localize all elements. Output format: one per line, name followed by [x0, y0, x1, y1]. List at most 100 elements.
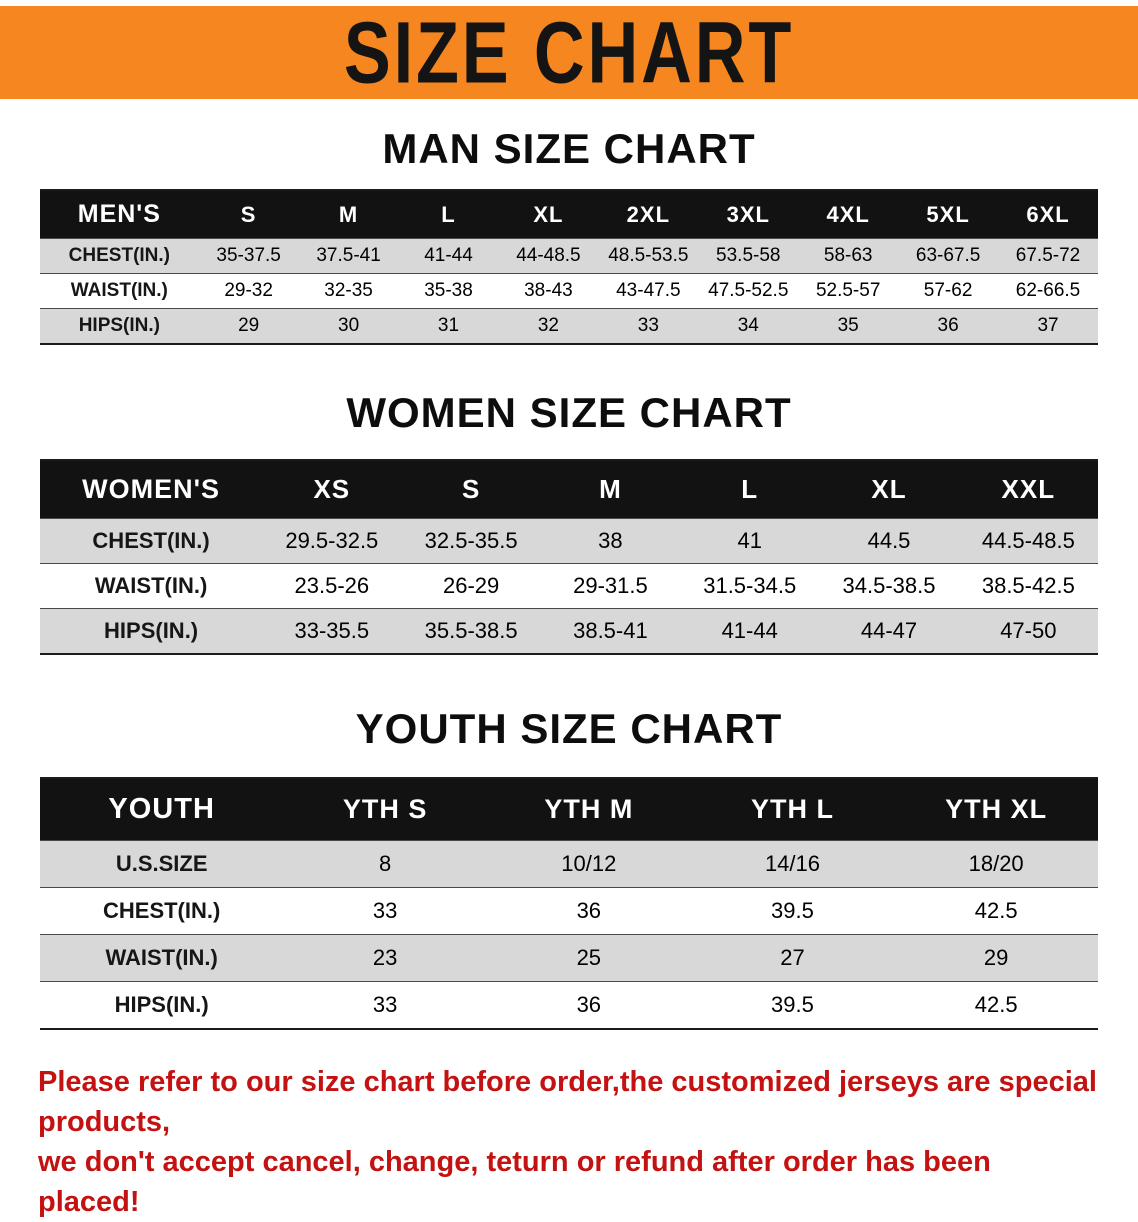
- value-cell: 38.5-41: [573, 618, 648, 643]
- table-title-cell: MEN'S: [40, 190, 199, 239]
- size-header-cell: S: [401, 460, 541, 519]
- value-cell: 42.5: [974, 992, 1018, 1017]
- value-cell: 10/12: [561, 851, 617, 876]
- value-cell: 67.5-72: [1015, 245, 1081, 266]
- row-label-cell: WAIST(IN.): [70, 280, 168, 301]
- value-cell: 33-35.5: [294, 618, 370, 643]
- table-row: HIPS(IN.) 29 30 31 32 33 34 35 36 37: [40, 308, 1098, 344]
- row-label-cell: HIPS(IN.): [114, 992, 209, 1017]
- size-header-cell: L: [680, 460, 820, 519]
- value-cell: 52.5-57: [815, 280, 881, 301]
- value-cell: 33: [372, 992, 398, 1017]
- value-cell: 47.5-52.5: [708, 280, 789, 301]
- size-header-cell: YTH M: [486, 778, 691, 841]
- table-header-row: YOUTH YTH S YTH M YTH L YTH XL: [40, 778, 1098, 841]
- value-cell: 58-63: [823, 245, 873, 266]
- row-label-cell: HIPS(IN.): [104, 618, 199, 643]
- value-cell: 26-29: [442, 573, 500, 598]
- size-header-cell: 6XL: [998, 190, 1098, 239]
- value-cell: 31: [437, 315, 460, 336]
- disclaimer-line-1: Please refer to our size chart before or…: [38, 1066, 1097, 1139]
- value-cell: 37: [1037, 315, 1059, 336]
- size-header-cell: XS: [262, 460, 402, 519]
- value-cell: 33: [372, 898, 398, 923]
- size-header-cell: YTH XL: [894, 778, 1098, 841]
- value-cell: 27: [780, 945, 805, 970]
- value-cell: 35-38: [424, 280, 473, 301]
- value-cell: 62-66.5: [1015, 280, 1081, 301]
- disclaimer-line-2: we don't accept cancel, change, teturn o…: [38, 1146, 991, 1219]
- value-cell: 33: [637, 315, 659, 336]
- row-label-cell: CHEST(IN.): [92, 528, 210, 553]
- table-row: WAIST(IN.) 23 25 27 29: [40, 934, 1098, 982]
- value-cell: 44-47: [860, 618, 918, 643]
- table-header-row: MEN'S S M L XL 2XL 3XL 4XL 5XL 6XL: [40, 190, 1098, 239]
- row-label-cell: CHEST(IN.): [103, 898, 221, 923]
- value-cell: 53.5-58: [716, 245, 781, 266]
- value-cell: 29.5-32.5: [285, 528, 379, 553]
- value-cell: 43-47.5: [616, 280, 681, 301]
- value-cell: 18/20: [968, 851, 1024, 876]
- row-label-cell: CHEST(IN.): [68, 245, 170, 266]
- table-row: CHEST(IN.) 33 36 39.5 42.5: [40, 887, 1098, 935]
- value-cell: 23.5-26: [294, 573, 370, 598]
- value-cell: 35-37.5: [216, 245, 281, 266]
- value-cell: 39.5: [771, 992, 814, 1017]
- youth-size-chart-heading: YOUTH SIZE CHART: [355, 705, 783, 752]
- value-cell: 42.5: [974, 898, 1018, 923]
- size-header-cell: M: [540, 460, 681, 519]
- value-cell: 31.5-34.5: [703, 573, 797, 598]
- value-cell: 14/16: [764, 851, 820, 876]
- value-cell: 29: [238, 315, 260, 336]
- value-cell: 39.5: [771, 898, 814, 923]
- table-row: CHEST(IN.) 35-37.5 37.5-41 41-44 44-48.5 48.5…: [40, 238, 1098, 274]
- size-header-cell: YTH L: [690, 778, 895, 841]
- table-title-cell: WOMEN'S: [40, 460, 263, 519]
- table-header-row: WOMEN'S XS S M L XL XXL: [40, 460, 1098, 519]
- size-header-cell: XL: [819, 460, 959, 519]
- table-row: U.S.SIZE 8 10/12 14/16 18/20: [40, 840, 1098, 888]
- size-chart-banner: SIZE CHART: [0, 4, 1138, 101]
- value-cell: 35: [837, 315, 859, 336]
- value-cell: 57-62: [923, 280, 973, 301]
- value-cell: 41: [737, 528, 762, 553]
- value-cell: 23: [372, 945, 398, 970]
- mens-size-table: MEN'S S M L XL 2XL 3XL 4XL 5XL 6XL CHEST(IN.) 35-37…: [40, 189, 1098, 345]
- value-cell: 48.5-53.5: [608, 245, 689, 266]
- row-label-cell: WAIST(IN.): [94, 573, 208, 598]
- value-cell: 29-31.5: [573, 573, 648, 598]
- table-row: WAIST(IN.) 23.5-26 26-29 29-31.5 31.5-34.5 34…: [40, 563, 1098, 609]
- value-cell: 35.5-38.5: [424, 618, 518, 643]
- value-cell: 32.5-35.5: [424, 528, 518, 553]
- value-cell: 36: [937, 315, 959, 336]
- value-cell: 29: [983, 945, 1009, 970]
- value-cell: 34.5-38.5: [842, 573, 936, 598]
- value-cell: 63-67.5: [915, 245, 981, 266]
- value-cell: 32-35: [324, 280, 373, 301]
- value-cell: 32: [537, 315, 559, 336]
- womens-size-table: WOMEN'S XS S M L XL XXL CHEST(IN.) 29.5-32.5 32.5…: [40, 459, 1098, 655]
- size-header-cell: 5XL: [898, 190, 999, 239]
- value-cell: 44.5-48.5: [981, 528, 1075, 553]
- table-row: HIPS(IN.) 33 36 39.5 42.5: [40, 981, 1098, 1029]
- value-cell: 29-32: [224, 280, 273, 301]
- women-size-chart-heading: WOMEN SIZE CHART: [346, 389, 792, 436]
- row-label-cell: HIPS(IN.): [78, 315, 160, 336]
- disclaimer-text: Please refer to our size chart before or…: [38, 1062, 1100, 1222]
- size-header-cell: XXL: [958, 460, 1098, 519]
- table-row: HIPS(IN.) 33-35.5 35.5-38.5 38.5-41 41-44 44-…: [40, 608, 1098, 654]
- value-cell: 36: [576, 898, 602, 923]
- table-title-cell: YOUTH: [40, 778, 284, 841]
- table-row: WAIST(IN.) 29-32 32-35 35-38 38-43 43-47.5 47.…: [40, 273, 1098, 309]
- value-cell: 25: [576, 945, 602, 970]
- size-header-cell: XL: [498, 190, 599, 239]
- value-cell: 41-44: [721, 618, 778, 643]
- value-cell: 38: [598, 528, 623, 553]
- size-header-cell: 3XL: [698, 190, 799, 239]
- youth-size-table: YOUTH YTH S YTH M YTH L YTH XL U.S.SIZE 8 10/12…: [40, 777, 1098, 1030]
- value-cell: 44-48.5: [516, 245, 581, 266]
- size-header-cell: M: [298, 190, 399, 239]
- row-label-cell: U.S.SIZE: [115, 851, 208, 876]
- value-cell: 36: [576, 992, 602, 1017]
- value-cell: 34: [737, 315, 759, 336]
